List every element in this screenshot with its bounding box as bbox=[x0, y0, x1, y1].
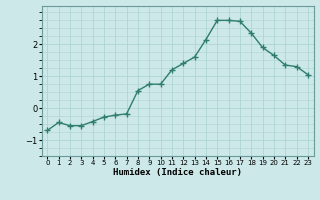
X-axis label: Humidex (Indice chaleur): Humidex (Indice chaleur) bbox=[113, 168, 242, 177]
